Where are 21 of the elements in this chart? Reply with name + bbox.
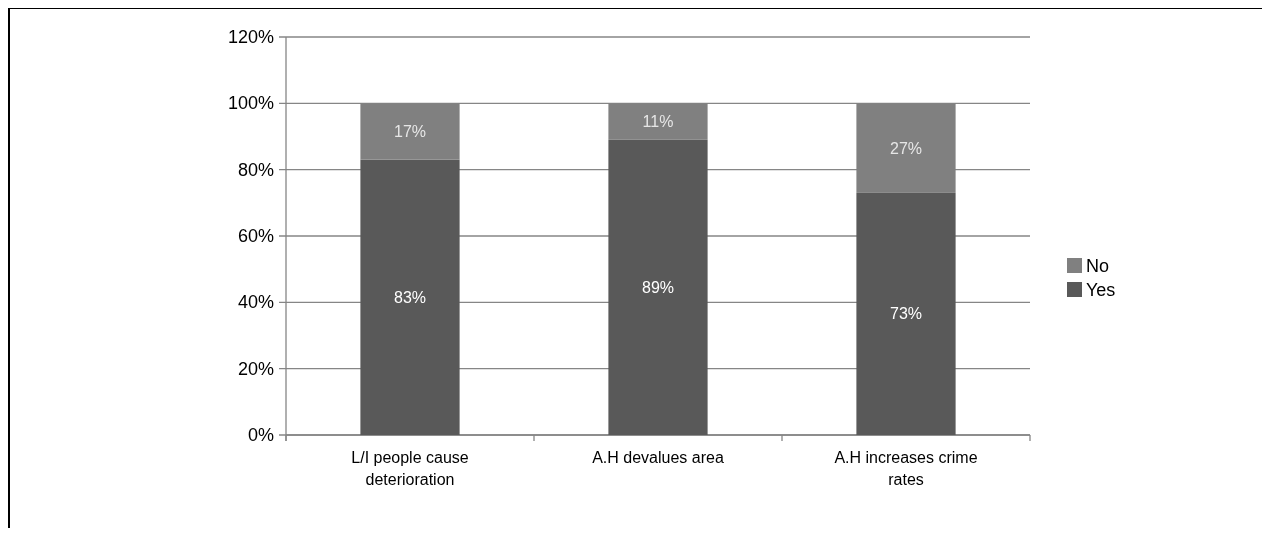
data-label: 89% [641, 278, 675, 296]
legend-label: No [1086, 256, 1110, 276]
x-tick-label: A.H devalues area [592, 449, 724, 466]
y-tick-label: 120% [227, 27, 274, 47]
y-tick-label: 80% [237, 159, 274, 180]
data-label: 27% [889, 139, 923, 157]
x-tick-label: L/I people cause deterioration [351, 449, 469, 488]
y-tick-label: 20% [237, 358, 274, 379]
data-label: 73% [889, 305, 923, 323]
y-tick-label: 0% [247, 425, 274, 445]
x-tick-label: A.H increases crime rates [834, 449, 978, 488]
y-tick-label: 100% [227, 93, 274, 114]
data-label: 17% [393, 123, 427, 141]
bar [360, 159, 460, 435]
data-label: 11% [642, 113, 674, 131]
data-label: 83% [393, 288, 427, 306]
bar [608, 139, 708, 435]
legend-label: Yes [1086, 280, 1116, 300]
bar [856, 192, 956, 435]
y-tick-label: 40% [237, 292, 274, 313]
y-tick-label: 60% [237, 226, 274, 246]
